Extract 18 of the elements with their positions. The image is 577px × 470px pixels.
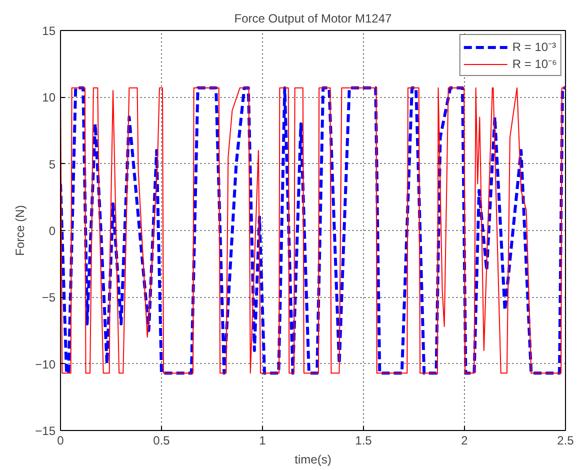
x-axis-title: time(s) — [294, 452, 332, 466]
y-tick-label: −5 — [42, 290, 56, 305]
x-tick-label: 1.5 — [355, 434, 372, 448]
y-tick-label: 10 — [42, 90, 56, 105]
legend-label: R = 10⁻⁶ — [512, 56, 557, 72]
x-tick-label: 1 — [259, 434, 266, 448]
y-tick-label: 15 — [42, 24, 56, 38]
legend-label: R = 10⁻³ — [512, 39, 556, 55]
y-tick-label: −10 — [35, 357, 56, 372]
x-tick-label: 0.5 — [153, 434, 170, 448]
y-axis-title: Force (N) — [13, 205, 28, 256]
y-tick-label: 0 — [48, 224, 56, 238]
y-tick-label: 5 — [48, 157, 56, 172]
chart-title: Force Output of Motor M1247 — [234, 12, 392, 26]
x-tick-label: 0 — [57, 434, 64, 448]
x-tick-label: 2.5 — [557, 434, 574, 448]
y-tick-label: −15 — [35, 424, 56, 438]
x-tick-label: 2 — [461, 434, 468, 448]
